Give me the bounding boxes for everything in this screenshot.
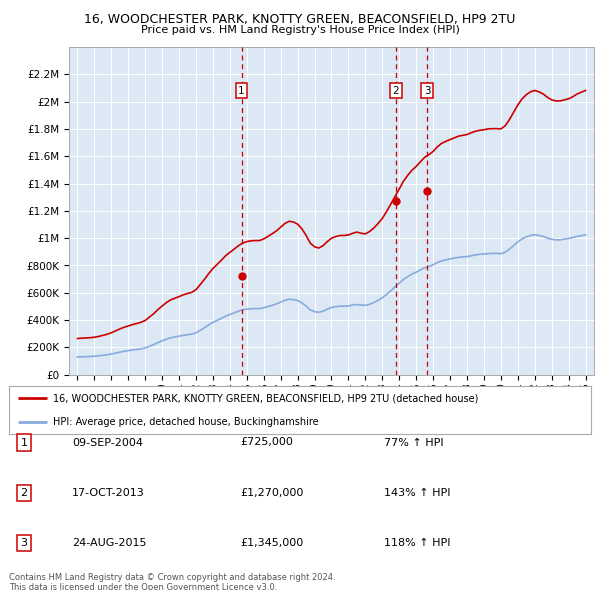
Text: 3: 3	[424, 86, 430, 96]
Text: 17-OCT-2013: 17-OCT-2013	[72, 488, 145, 497]
Text: £1,270,000: £1,270,000	[240, 488, 304, 497]
Text: 16, WOODCHESTER PARK, KNOTTY GREEN, BEACONSFIELD, HP9 2TU: 16, WOODCHESTER PARK, KNOTTY GREEN, BEAC…	[85, 13, 515, 26]
Text: 118% ↑ HPI: 118% ↑ HPI	[384, 538, 451, 548]
Text: HPI: Average price, detached house, Buckinghamshire: HPI: Average price, detached house, Buck…	[53, 417, 318, 427]
Text: 1: 1	[20, 438, 28, 447]
Text: Contains HM Land Registry data © Crown copyright and database right 2024.: Contains HM Land Registry data © Crown c…	[9, 573, 335, 582]
Text: 2: 2	[20, 488, 28, 497]
Text: 77% ↑ HPI: 77% ↑ HPI	[384, 438, 443, 447]
Text: Price paid vs. HM Land Registry's House Price Index (HPI): Price paid vs. HM Land Registry's House …	[140, 25, 460, 35]
Text: 16, WOODCHESTER PARK, KNOTTY GREEN, BEACONSFIELD, HP9 2TU (detached house): 16, WOODCHESTER PARK, KNOTTY GREEN, BEAC…	[53, 394, 478, 403]
Text: 1: 1	[238, 86, 245, 96]
Text: 2: 2	[392, 86, 399, 96]
Text: 24-AUG-2015: 24-AUG-2015	[72, 538, 146, 548]
Text: 09-SEP-2004: 09-SEP-2004	[72, 438, 143, 447]
Text: £1,345,000: £1,345,000	[240, 538, 303, 548]
Text: 143% ↑ HPI: 143% ↑ HPI	[384, 488, 451, 497]
Text: 3: 3	[20, 538, 28, 548]
Text: This data is licensed under the Open Government Licence v3.0.: This data is licensed under the Open Gov…	[9, 583, 277, 590]
Text: £725,000: £725,000	[240, 438, 293, 447]
